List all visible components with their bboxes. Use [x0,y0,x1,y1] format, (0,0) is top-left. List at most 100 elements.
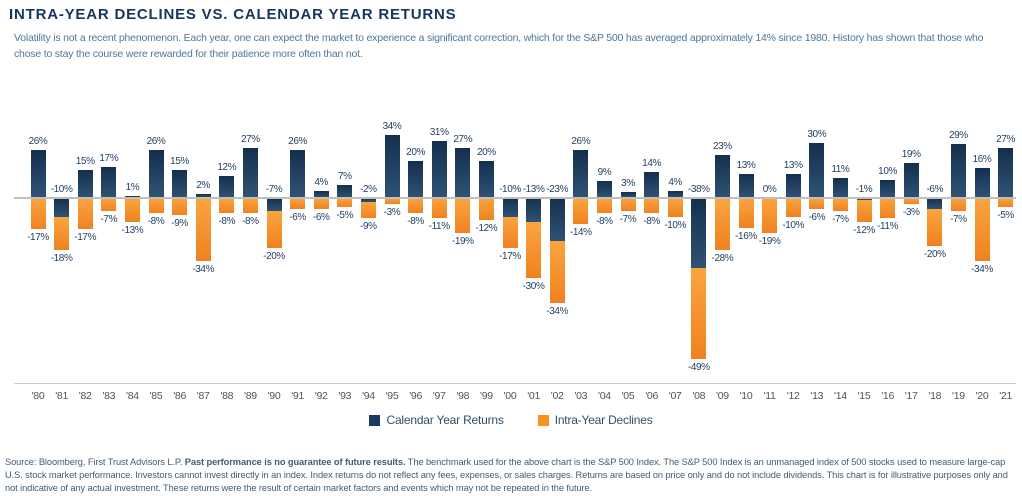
return-value-label: 3% [621,178,635,190]
x-axis-year-label: '80 [31,390,45,402]
decline-value-label: -30% [522,280,545,292]
calendar-year-returns-swatch-icon [369,414,381,426]
intra-year-decline-bar-15 [856,199,872,223]
intra-year-decline-bar-81 [54,216,70,250]
calendar-year-return-bar-95 [384,135,400,198]
return-value-label: 13% [783,159,803,171]
calendar-year-return-bar-01 [526,198,542,223]
x-axis-year-label: '09 [715,390,729,402]
return-value-label: 2% [196,180,211,192]
return-value-label: 17% [99,152,119,164]
calendar-year-return-bar-06 [644,172,660,198]
return-value-label: 30% [807,128,827,140]
intra-year-decline-bar-95 [384,198,400,204]
decline-value-label: -10% [664,219,687,231]
x-axis-year-label: '97 [432,390,446,402]
bar-chart-plot-area: 26% -17% -10% -18% 15% -17% 17% -7% 1% -13% 26% -8%… [0,112,1022,384]
return-value-label: 26% [28,135,48,147]
x-axis-year-label: '99 [479,390,493,402]
calendar-year-return-bar-07 [667,190,683,198]
x-axis-year-label: '94 [361,390,375,402]
decline-value-label: -11% [428,221,450,233]
decline-value-label: -6% [289,212,306,224]
legend-item-calendar-year-returns: Calendar Year Returns [369,413,504,427]
return-value-label: -10% [50,184,73,195]
intra-year-decline-bar-09 [714,198,730,250]
decline-value-label: -20% [263,250,285,262]
decline-value-label: -17% [74,232,97,244]
x-axis-year-label: '17 [904,390,918,402]
decline-value-label: -34% [192,263,215,275]
return-value-label: 11% [831,163,850,175]
calendar-year-return-bar-03 [573,149,589,198]
return-value-label: 14% [642,158,662,170]
return-value-label: 23% [712,141,732,153]
intra-year-decline-bar-04 [596,198,612,213]
return-value-label: -7% [265,184,283,195]
x-axis-year-label: '20 [975,390,989,402]
decline-value-label: -6% [312,212,330,224]
decline-value-label: -7% [619,213,637,225]
x-axis-year-label: '82 [78,390,92,402]
calendar-year-return-bar-88 [219,175,235,198]
intra-year-decline-bar-01 [526,222,542,278]
calendar-year-return-bar-00 [502,198,518,217]
calendar-year-return-bar-94 [360,198,376,202]
intra-year-decline-bar-07 [667,198,683,217]
footer-source-text: Source: Bloomberg, First Trust Advisors … [5,457,185,467]
x-axis-year-label: '15 [857,390,871,402]
decline-value-label: -8% [596,215,613,227]
calendar-year-return-bar-08 [691,198,707,269]
calendar-year-return-bar-05 [620,192,636,198]
intra-year-decline-bar-85 [148,198,164,213]
return-value-label: 31% [429,126,449,138]
legend-label-calendar: Calendar Year Returns [386,413,504,427]
decline-value-label: -12% [853,225,875,237]
calendar-year-return-bar-02 [549,198,565,241]
decline-value-label: -10% [782,219,805,231]
intra-year-decline-bar-18 [927,209,943,247]
calendar-year-return-bar-82 [77,170,93,198]
intra-year-decline-bar-87 [195,198,211,261]
return-value-label: -10% [499,184,521,195]
x-axis-year-label: '02 [550,390,564,402]
calendar-year-return-bar-20 [974,168,990,198]
return-value-label: 15% [170,156,190,168]
calendar-year-return-bar-10 [738,173,754,198]
decline-value-label: -8% [147,215,165,227]
return-value-label: -38% [687,184,710,195]
decline-value-label: -13% [121,225,144,237]
intra-year-decline-bar-00 [502,216,518,248]
intra-year-decline-bar-11 [762,198,778,234]
decline-value-label: -9% [171,217,188,229]
footer-disclosure: Source: Bloomberg, First Trust Advisors … [0,456,1016,496]
decline-value-label: -7% [100,213,118,225]
decline-value-label: -19% [451,236,474,248]
x-axis-year-label: '84 [125,390,139,402]
decline-value-label: -3% [383,206,401,218]
intra-year-decline-bar-19 [950,198,966,211]
x-axis-year-label: '86 [173,390,186,402]
calendar-year-return-bar-89 [242,148,258,198]
x-axis-year-label: '96 [409,390,422,402]
x-axis-year-label: '95 [385,390,399,402]
return-value-label: 7% [337,171,352,183]
intra-year-decline-bar-93 [337,198,353,208]
decline-value-label: -5% [997,210,1014,222]
return-value-label: 19% [901,148,921,160]
return-value-label: 27% [240,134,260,146]
x-axis-year-label: '98 [456,390,470,402]
calendar-year-return-bar-83 [101,166,117,198]
return-value-label: 34% [382,121,402,133]
decline-value-label: -34% [971,263,993,275]
x-axis-year-label: '92 [314,390,328,402]
x-axis-year-label: '83 [102,390,116,402]
intra-year-decline-bar-17 [903,198,919,204]
intra-year-decline-bar-82 [77,198,93,230]
intra-year-decline-bar-02 [549,240,565,304]
intra-year-decline-bar-83 [101,198,117,211]
header: INTRA-YEAR DECLINES VS. CALENDAR YEAR RE… [0,0,1022,63]
intra-year-decline-bar-13 [809,198,825,210]
x-axis-year-label: '18 [928,390,942,402]
return-value-label: -13% [522,184,545,195]
